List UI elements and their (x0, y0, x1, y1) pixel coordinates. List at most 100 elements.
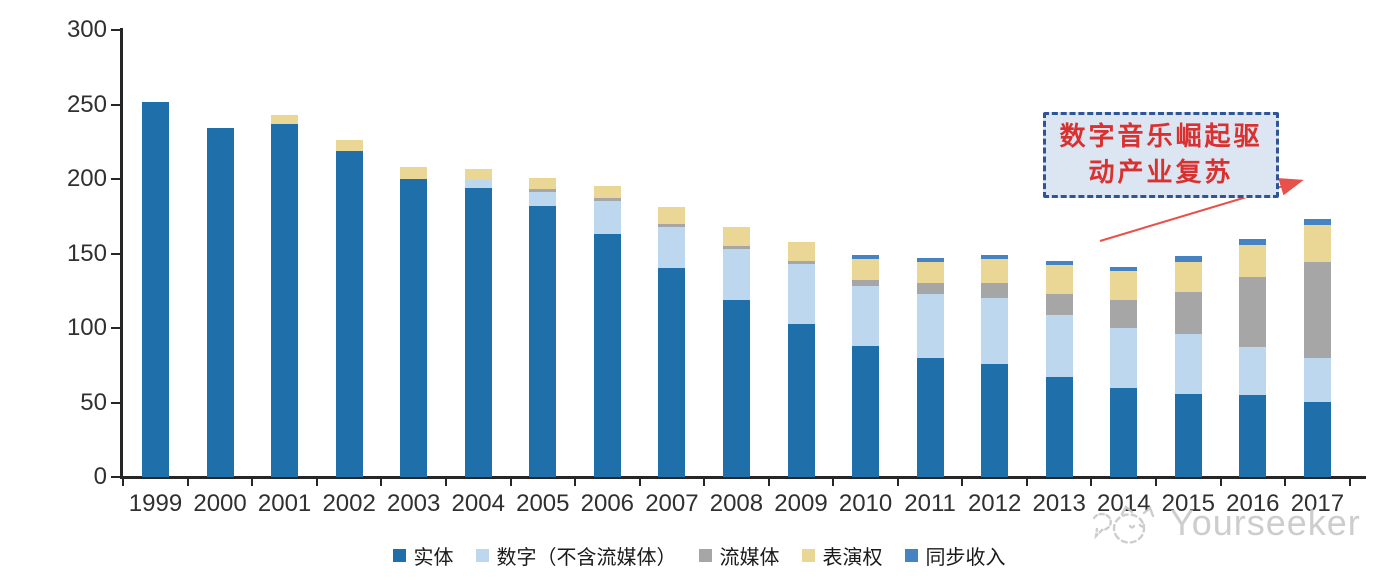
bar-segment-实体-2016 (1239, 395, 1267, 477)
y-axis-line (120, 28, 123, 478)
bar-segment-表演权-2015 (1174, 262, 1202, 293)
x-axis-tick (186, 477, 189, 486)
y-axis-tick (111, 178, 120, 180)
legend-label: 表演权 (822, 545, 883, 569)
bar-segment-实体-2013 (1045, 377, 1073, 477)
x-tick-label: 2010 (838, 490, 893, 517)
bar-segment-流媒体-2012 (981, 283, 1009, 299)
bar-segment-实体-2004 (464, 187, 492, 477)
x-tick-label: 2001 (257, 490, 312, 517)
bar-segment-数字（不含流媒体）-2013 (1045, 314, 1073, 378)
bar-segment-流媒体-2008 (722, 246, 750, 249)
bar-2009 (787, 241, 815, 477)
bar-segment-流媒体-2015 (1174, 292, 1202, 334)
bar-2012 (981, 254, 1009, 477)
bar-segment-流媒体-2016 (1239, 277, 1267, 348)
bar-segment-数字（不含流媒体）-2011 (916, 293, 944, 358)
x-tick-label: 2013 (1032, 490, 1086, 517)
bar-segment-同步收入-2013 (1045, 260, 1073, 266)
bar-segment-数字（不含流媒体）-2015 (1174, 333, 1202, 394)
watermark-text: Yourseeker (1170, 502, 1361, 543)
bar-2004 (464, 168, 492, 477)
bar-segment-表演权-2009 (787, 241, 815, 261)
x-tick-label: 2017 (1290, 490, 1345, 517)
bar-2008 (722, 226, 750, 477)
bar-segment-数字（不含流媒体）-2008 (722, 249, 750, 300)
annotation-line1: 数字音乐崛起驱 (1059, 122, 1263, 152)
x-tick-label: 2005 (516, 490, 570, 517)
bar-segment-实体-2001 (271, 123, 299, 477)
bar-segment-表演权-2003 (400, 167, 428, 179)
bar-segment-实体-1999 (142, 101, 169, 477)
bar-segment-数字（不含流媒体）-2017 (1303, 357, 1331, 403)
bar-2007 (658, 207, 686, 477)
x-tick-label: 2007 (645, 490, 699, 517)
x-tick-label: 2011 (904, 490, 956, 517)
x-axis-tick (767, 477, 770, 486)
bar-segment-表演权-2012 (981, 259, 1009, 284)
legend-item-流媒体: 流媒体 (698, 541, 780, 570)
legend-item-同步收入: 同步收入 (904, 541, 1006, 570)
bar-segment-实体-2012 (981, 363, 1009, 477)
x-axis-tick (896, 477, 899, 486)
bar-segment-同步收入-2015 (1174, 256, 1202, 263)
bar-segment-表演权-2001 (271, 114, 299, 124)
bar-2011 (916, 257, 944, 477)
x-axis-tick (703, 477, 706, 486)
bar-segment-实体-2007 (658, 268, 686, 477)
x-tick-label: 2012 (967, 490, 1022, 517)
bar-segment-表演权-2010 (852, 259, 880, 281)
bar-segment-同步收入-2017 (1303, 219, 1331, 226)
bar-segment-表演权-2002 (335, 140, 363, 151)
bar-segment-实体-2005 (529, 205, 557, 477)
y-tick-label: 100 (66, 314, 107, 341)
bar-2001 (271, 114, 299, 477)
bar-2017 (1303, 219, 1331, 477)
x-tick-label: 2008 (709, 490, 764, 517)
bar-segment-同步收入-2014 (1110, 266, 1138, 272)
legend-item-表演权: 表演权 (801, 541, 883, 570)
bar-segment-流媒体-2005 (529, 189, 557, 193)
y-axis-tick (111, 327, 120, 329)
bar-segment-表演权-2014 (1110, 271, 1138, 300)
x-axis-tick (1348, 477, 1351, 486)
x-tick-label: 2006 (580, 490, 635, 517)
bar-segment-表演权-2006 (593, 186, 621, 199)
y-tick-label: 50 (80, 388, 107, 416)
y-tick-label: 0 (93, 463, 107, 490)
legend-item-实体: 实体 (392, 541, 454, 570)
y-tick-label: 150 (66, 239, 107, 267)
legend-swatch (904, 549, 918, 562)
bar-segment-数字（不含流媒体）-2012 (981, 298, 1009, 364)
bar-segment-同步收入-2010 (852, 254, 880, 260)
bar-segment-表演权-2011 (916, 262, 944, 284)
legend: 实体 数字（不含流媒体） 流媒体 表演权 同步收入 (0, 541, 1398, 570)
legend-swatch (698, 549, 712, 562)
legend-label: 同步收入 (925, 545, 1006, 569)
bar-segment-实体-2015 (1174, 393, 1202, 477)
x-axis-tick (1090, 477, 1093, 486)
x-tick-label: 2003 (386, 490, 441, 517)
x-axis-tick (1284, 477, 1287, 486)
bar-2000 (206, 128, 234, 477)
bar-segment-实体-2000 (206, 128, 234, 477)
bar-segment-数字（不含流媒体）-2007 (658, 226, 686, 269)
bar-2015 (1174, 256, 1202, 477)
bar-2005 (529, 177, 557, 477)
x-axis-tick (1155, 477, 1158, 486)
x-axis-tick (122, 477, 125, 486)
bar-segment-表演权-2016 (1239, 244, 1267, 278)
x-axis-tick (574, 477, 577, 486)
y-axis-tick (111, 29, 120, 31)
bar-2013 (1045, 260, 1073, 477)
legend-swatch (475, 549, 489, 562)
legend-label: 实体 (413, 545, 454, 569)
bar-segment-数字（不含流媒体）-2014 (1110, 327, 1138, 388)
bar-segment-实体-2014 (1110, 387, 1138, 477)
x-axis-tick (251, 477, 254, 486)
bar-2010 (852, 254, 880, 477)
bar-segment-数字（不含流媒体）-2009 (787, 263, 815, 324)
bar-segment-流媒体-2007 (658, 223, 686, 227)
x-axis-tick (444, 477, 447, 486)
